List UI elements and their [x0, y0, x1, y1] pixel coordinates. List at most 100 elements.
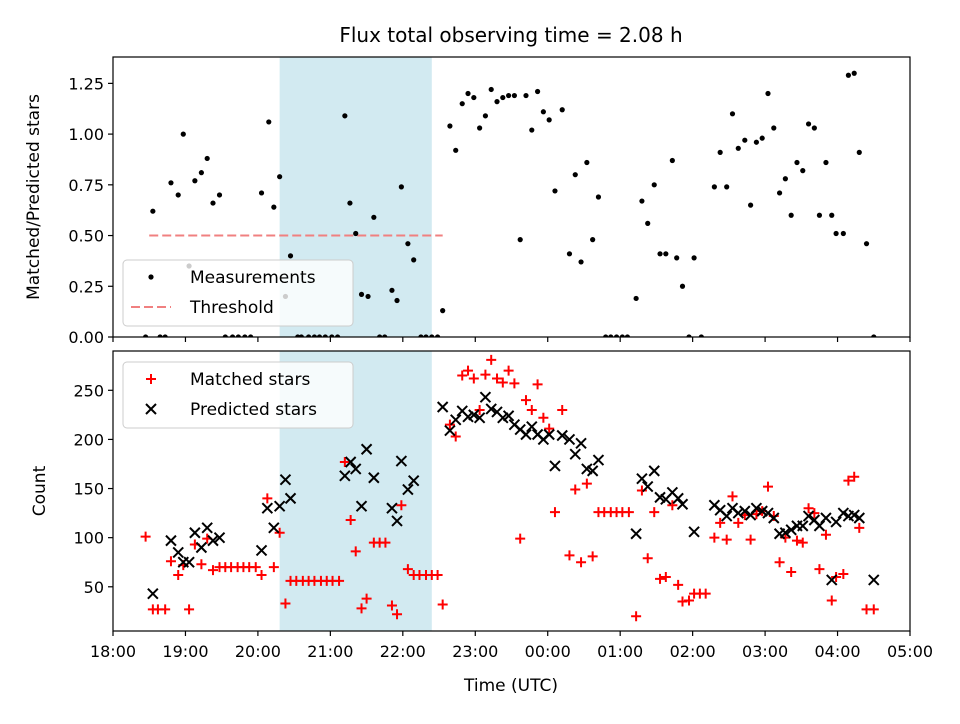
data-point: [586, 465, 599, 477]
data-point: [172, 546, 184, 559]
data-point: [805, 121, 812, 127]
data-point: [198, 170, 204, 176]
data-point: [311, 334, 318, 337]
data-point: [546, 117, 552, 123]
data-point: [273, 500, 286, 512]
data-point: [686, 334, 692, 337]
data-point: [856, 149, 862, 155]
data-point: [636, 473, 648, 485]
data-point: [502, 410, 515, 422]
data-point: [256, 570, 267, 580]
data-point: [868, 604, 879, 615]
data-point: [779, 527, 792, 539]
data-point: [418, 334, 424, 337]
data-point: [261, 502, 274, 514]
data-point: [776, 190, 783, 196]
legend-label: Predicted stars: [190, 400, 317, 420]
data-point: [642, 480, 654, 493]
data-point: [540, 109, 546, 115]
data-point: [669, 157, 675, 164]
data-point: [465, 90, 471, 97]
data-point: [660, 571, 671, 582]
data-point: [563, 433, 576, 446]
data-point: [636, 485, 647, 496]
data-point: [829, 212, 835, 218]
data-point: [515, 533, 526, 544]
data-point: [334, 575, 345, 586]
data-point: [785, 524, 797, 536]
data-point: [235, 334, 241, 337]
data-point: [679, 283, 686, 289]
data-point: [845, 72, 852, 78]
y-tick-label: 100: [73, 529, 104, 548]
data-point: [503, 365, 514, 376]
data-point: [368, 472, 380, 484]
x-tick-label: 03:00: [742, 642, 788, 661]
data-point: [355, 500, 368, 512]
legend: Measurements Threshold: [122, 259, 354, 327]
data-point: [339, 470, 351, 482]
data-point: [192, 178, 198, 184]
data-point: [365, 293, 371, 300]
data-point: [557, 404, 568, 415]
data-point: [768, 512, 780, 524]
data-point: [639, 198, 645, 204]
data-point: [717, 149, 723, 155]
data-point: [853, 512, 865, 524]
data-point: [663, 251, 669, 257]
data-point: [444, 419, 455, 430]
data-point: [210, 200, 216, 206]
data-point: [543, 428, 555, 441]
data-point: [480, 369, 491, 380]
data-point: [532, 379, 543, 390]
x-tick-label: 20:00: [235, 642, 281, 661]
data-point: [279, 473, 292, 486]
data-point: [538, 412, 549, 423]
data-point: [463, 365, 474, 376]
data-point: [509, 378, 520, 389]
data-point: [814, 564, 825, 575]
data-point: [520, 428, 532, 441]
data-point: [474, 404, 485, 415]
data-point: [347, 200, 353, 206]
data-point: [450, 414, 462, 426]
data-point: [572, 172, 578, 178]
data-point: [735, 145, 741, 151]
data-point: [564, 550, 575, 561]
data-point: [437, 599, 448, 610]
data-point: [268, 562, 279, 573]
data-point: [854, 522, 865, 533]
legend-label: Threshold: [189, 298, 274, 318]
data-point: [207, 565, 218, 576]
data-point: [160, 604, 171, 615]
x-tick-label: 00:00: [525, 642, 571, 661]
data-point: [398, 184, 404, 190]
data-point: [566, 251, 573, 257]
legend-marker: [148, 274, 154, 280]
data-point: [440, 308, 446, 314]
data-point: [284, 492, 297, 505]
data-point: [526, 420, 538, 433]
data-point: [840, 230, 846, 237]
x-axis-label: Time (UTC): [463, 676, 558, 696]
data-point: [739, 505, 751, 517]
data-point: [800, 168, 806, 174]
data-point: [709, 532, 720, 543]
axes-frame: [112, 350, 911, 632]
data-point: [306, 334, 312, 337]
data-point: [280, 598, 291, 609]
legend-marker: [146, 374, 156, 384]
y-axis-label: Matched/Predicted stars: [24, 94, 44, 300]
data-point: [345, 514, 356, 525]
y-tick-label: 200: [73, 430, 104, 449]
legend-label: Measurements: [190, 268, 316, 288]
data-point: [649, 507, 660, 518]
data-point: [843, 475, 854, 486]
y-tick-label: 0.25: [68, 277, 104, 296]
data-point: [630, 528, 642, 540]
data-point: [250, 562, 261, 573]
data-point: [342, 113, 348, 119]
data-point: [497, 377, 508, 388]
data-point: [633, 295, 639, 302]
